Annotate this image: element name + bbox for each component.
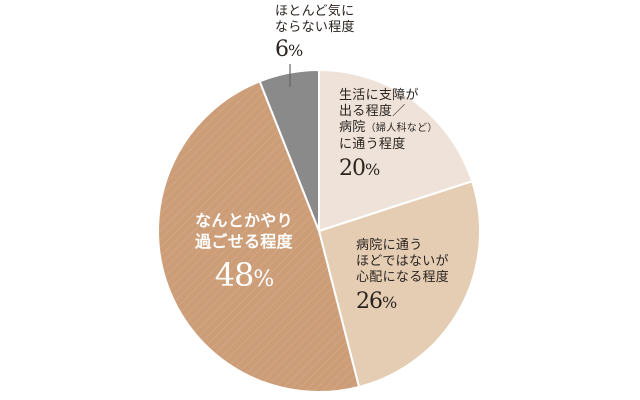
pie-slice-20pct <box>318 68 474 233</box>
label-line: ほどではないが <box>356 254 449 269</box>
label-line: ほとんど気に <box>275 4 355 19</box>
slice-value: 26% <box>356 289 397 314</box>
pie-slice-26pct <box>317 179 481 389</box>
label-line: 病院に通う <box>356 238 423 253</box>
label-line: に通う程度 <box>339 137 406 152</box>
slice-value: 6% <box>275 37 303 62</box>
label-line: ならない程度 <box>275 20 355 35</box>
slice-value: 48% <box>214 256 275 294</box>
label-line: 出る程度／ <box>339 104 406 119</box>
label-line: なんとかやり <box>195 211 293 230</box>
pie-slices <box>157 68 481 393</box>
slice-value: 20% <box>339 156 380 181</box>
slice-texture <box>158 81 360 392</box>
label-line: 病院（婦人科など） <box>339 120 438 135</box>
slice-label-20pct: 生活に支障が 出る程度／ 病院（婦人科など） に通う程度 20% <box>339 88 438 182</box>
slice-label-26pct: 病院に通う ほどではないが 心配になる程度 26% <box>356 238 449 315</box>
label-line: 心配になる程度 <box>356 270 450 285</box>
slice-label-6pct: ほとんど気に ならない程度 6% <box>275 4 355 63</box>
label-line: 過ごせる程度 <box>195 232 293 251</box>
pie-slice-6pct <box>258 68 320 232</box>
label-line: 生活に支障が <box>339 88 419 103</box>
slice-label-48pct: なんとかやり 過ごせる程度 48% <box>180 210 308 297</box>
